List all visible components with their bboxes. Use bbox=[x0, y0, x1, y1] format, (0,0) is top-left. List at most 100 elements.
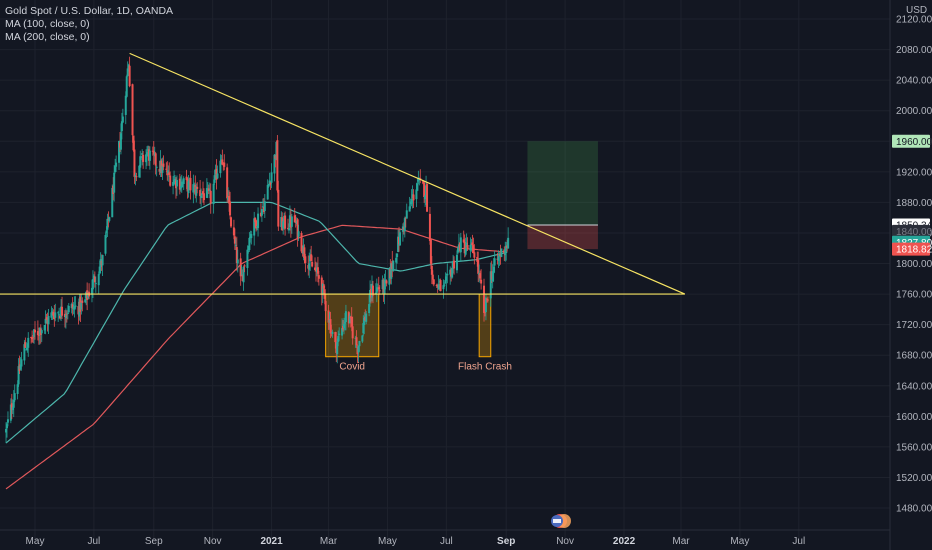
candle-body bbox=[322, 285, 325, 289]
candle-body bbox=[134, 175, 137, 177]
candle-body bbox=[114, 166, 117, 173]
candle-body bbox=[113, 172, 116, 193]
candle-body bbox=[108, 217, 111, 221]
candle-body bbox=[247, 250, 250, 252]
candle-body bbox=[269, 182, 272, 184]
candle-body bbox=[138, 165, 141, 178]
candle-body bbox=[358, 340, 361, 347]
candle-body bbox=[351, 326, 354, 339]
candle-body bbox=[483, 285, 486, 313]
candle-body bbox=[133, 149, 136, 177]
candle-body bbox=[398, 232, 401, 246]
candle-body bbox=[395, 257, 398, 263]
candle-body bbox=[61, 306, 64, 316]
candle-body bbox=[185, 176, 188, 181]
candle-body bbox=[36, 331, 39, 336]
price-tags: 1960.0001850.3451840.0001827.8001818.829 bbox=[892, 134, 932, 256]
candle-body bbox=[505, 245, 508, 251]
candle-body bbox=[141, 152, 144, 156]
candle-body bbox=[419, 178, 422, 180]
candle-body bbox=[486, 299, 489, 301]
ma200-legend[interactable]: MA (200, close, 0) bbox=[5, 31, 90, 43]
candle-body bbox=[152, 150, 155, 155]
candle-body bbox=[67, 305, 70, 313]
candle-body bbox=[250, 234, 253, 239]
candle-body bbox=[253, 218, 256, 236]
price-tag-label: 1818.829 bbox=[896, 245, 932, 256]
candle-body bbox=[284, 215, 287, 229]
trendlines[interactable] bbox=[0, 52, 686, 295]
candle-body bbox=[44, 318, 47, 324]
candle-body bbox=[145, 154, 148, 163]
candle-body bbox=[167, 170, 170, 174]
candle-body bbox=[209, 190, 212, 204]
candle-body bbox=[233, 236, 236, 244]
candle-body bbox=[205, 188, 208, 198]
ma100-legend[interactable]: MA (100, close, 0) bbox=[5, 18, 90, 30]
y-tick-label: 1760.000 bbox=[896, 290, 932, 301]
candle-body bbox=[456, 248, 459, 253]
candle-body bbox=[392, 260, 395, 272]
candle-body bbox=[202, 193, 205, 201]
candle-body bbox=[80, 302, 83, 310]
candle-body bbox=[111, 187, 114, 218]
candle-body bbox=[37, 334, 40, 336]
y-tick-label: 2040.000 bbox=[896, 76, 932, 87]
candle-body bbox=[416, 183, 419, 191]
ma100-path bbox=[5, 201, 508, 444]
candle-body bbox=[16, 384, 19, 394]
candle-body bbox=[5, 424, 8, 429]
candle-body bbox=[84, 299, 87, 303]
x-tick-label: Sep bbox=[497, 536, 515, 547]
candle-body bbox=[362, 323, 365, 334]
candle-body bbox=[97, 274, 100, 286]
profit-zone bbox=[527, 141, 598, 226]
candle-body bbox=[348, 315, 351, 324]
candle-body bbox=[199, 190, 202, 197]
candle-body bbox=[33, 329, 36, 337]
candle-body bbox=[90, 287, 93, 295]
candle-body bbox=[385, 280, 388, 284]
candle-body bbox=[216, 173, 219, 179]
candle-body bbox=[384, 279, 387, 281]
candle-body bbox=[260, 209, 263, 216]
candle-body bbox=[493, 258, 496, 266]
position-zones bbox=[527, 141, 598, 250]
candle-body bbox=[5, 428, 8, 433]
candle-body bbox=[255, 220, 258, 229]
candle-body bbox=[221, 159, 224, 165]
candle-body bbox=[343, 321, 346, 324]
x-axis[interactable]: May Jul Sep Nov 2021 Mar May Jul Sep Nov 2022 Mar Ma… bbox=[26, 536, 806, 547]
candle-body bbox=[230, 217, 233, 227]
candle-body bbox=[142, 154, 145, 162]
candle-body bbox=[344, 311, 347, 323]
grid-lines bbox=[0, 0, 891, 550]
candle-body bbox=[196, 186, 199, 189]
candle-body bbox=[489, 271, 492, 299]
candle-body bbox=[324, 301, 327, 312]
x-tick-label: Mar bbox=[672, 536, 690, 547]
y-tick-label: 1520.000 bbox=[896, 473, 932, 484]
candle-body bbox=[423, 182, 426, 198]
candle-body bbox=[91, 279, 94, 290]
ma100-line bbox=[5, 201, 508, 444]
symbol-legend[interactable]: Gold Spot / U.S. Dollar, 1D, OANDA bbox=[5, 5, 174, 17]
candle-body bbox=[357, 345, 360, 353]
candle-body bbox=[361, 335, 364, 342]
tradingview-logo-icon bbox=[551, 514, 571, 528]
candle-body bbox=[154, 153, 157, 166]
candle-body bbox=[412, 194, 415, 201]
candle-body bbox=[115, 162, 118, 167]
candle-body bbox=[267, 183, 270, 187]
y-axis[interactable]: 2120.000 2080.000 2040.000 2000.000 1960.000… bbox=[896, 15, 932, 515]
candle-body bbox=[132, 135, 135, 151]
candle-body bbox=[429, 238, 432, 264]
y-tick-label: 1680.000 bbox=[896, 351, 932, 362]
candle-body bbox=[192, 184, 195, 193]
candle-body bbox=[162, 163, 165, 167]
candle-body bbox=[431, 274, 434, 280]
candle-body bbox=[213, 175, 216, 183]
candle-body bbox=[128, 65, 131, 87]
x-tick-label: May bbox=[378, 536, 397, 547]
